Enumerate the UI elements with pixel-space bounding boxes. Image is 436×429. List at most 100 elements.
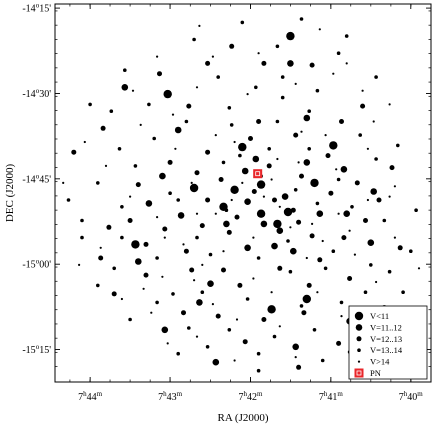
star-point bbox=[266, 163, 272, 169]
star-point bbox=[120, 297, 123, 301]
star-point bbox=[302, 294, 311, 304]
star-point bbox=[363, 290, 368, 295]
star-point bbox=[111, 291, 117, 297]
star-point bbox=[257, 52, 260, 55]
star-point bbox=[396, 143, 400, 148]
star-point bbox=[194, 170, 200, 176]
star-point bbox=[261, 317, 267, 322]
star-point bbox=[143, 272, 149, 278]
star-point bbox=[294, 356, 297, 359]
star-point bbox=[305, 256, 308, 260]
star-point bbox=[88, 102, 92, 107]
star-point bbox=[241, 167, 249, 175]
star-point bbox=[135, 182, 141, 188]
star-point bbox=[344, 34, 349, 38]
star-point bbox=[299, 17, 304, 21]
star-point bbox=[316, 291, 319, 294]
star-point bbox=[171, 113, 175, 116]
star-point bbox=[229, 43, 235, 49]
star-point bbox=[147, 102, 151, 107]
star-point bbox=[376, 197, 382, 203]
star-point bbox=[296, 364, 302, 370]
star-point bbox=[366, 198, 369, 202]
star-point bbox=[234, 214, 240, 220]
star-point bbox=[353, 253, 356, 256]
star-point bbox=[289, 226, 292, 229]
star-point bbox=[227, 106, 232, 110]
star-point bbox=[256, 351, 261, 356]
star-point bbox=[211, 55, 214, 58]
y-tick-label: -15o15' bbox=[22, 343, 51, 356]
star-point bbox=[387, 269, 392, 274]
star-point bbox=[312, 328, 317, 332]
star-point bbox=[131, 240, 140, 249]
star-point bbox=[417, 267, 421, 270]
star-point bbox=[254, 85, 258, 90]
star-point bbox=[135, 258, 142, 265]
star-point bbox=[244, 244, 251, 252]
legend-label: V>14 bbox=[370, 357, 390, 367]
star-point bbox=[181, 310, 186, 316]
star-point bbox=[207, 280, 214, 288]
legend-marker-pn-inner bbox=[356, 370, 362, 376]
star-point bbox=[315, 88, 320, 93]
star-point bbox=[106, 224, 112, 230]
star-point bbox=[393, 185, 396, 188]
star-point bbox=[235, 318, 239, 321]
star-point bbox=[328, 190, 334, 196]
star-point bbox=[361, 89, 364, 92]
star-point bbox=[224, 208, 229, 212]
star-point bbox=[336, 177, 341, 182]
legend-marker bbox=[357, 348, 361, 353]
star-point bbox=[275, 44, 280, 49]
star-point bbox=[201, 263, 204, 266]
legend-label: V=11..12 bbox=[370, 322, 402, 332]
star-point bbox=[229, 123, 234, 127]
star-point bbox=[152, 136, 156, 141]
star-point bbox=[120, 235, 124, 240]
star-point bbox=[168, 191, 172, 195]
y-tick-label: -14o45' bbox=[22, 172, 51, 185]
star-point bbox=[350, 205, 354, 209]
star-point bbox=[293, 188, 298, 192]
star-point bbox=[393, 236, 396, 239]
star-point bbox=[340, 166, 348, 173]
star-point bbox=[262, 195, 265, 198]
star-point bbox=[104, 164, 108, 167]
x-tick-label: 7h44m bbox=[78, 390, 103, 403]
star-point bbox=[261, 60, 267, 66]
star-point bbox=[200, 290, 205, 295]
legend-marker bbox=[356, 336, 362, 342]
star-point bbox=[155, 256, 159, 260]
star-point bbox=[233, 140, 236, 144]
star-point bbox=[127, 218, 133, 223]
star-point bbox=[397, 245, 403, 251]
star-point bbox=[182, 243, 185, 246]
star-point bbox=[162, 226, 168, 232]
star-point bbox=[306, 282, 312, 288]
x-tick-label: 7h40m bbox=[399, 390, 424, 403]
star-point bbox=[307, 147, 312, 151]
star-point bbox=[288, 269, 293, 274]
star-point bbox=[256, 180, 266, 189]
star-point bbox=[171, 292, 175, 296]
star-point bbox=[128, 317, 132, 322]
star-point bbox=[62, 181, 65, 184]
star-point bbox=[347, 276, 353, 281]
star-point bbox=[273, 219, 282, 229]
star-point bbox=[290, 247, 297, 255]
legend-label: V<11 bbox=[370, 311, 389, 321]
star-point bbox=[280, 95, 285, 100]
star-point bbox=[78, 263, 81, 266]
star-point bbox=[237, 282, 243, 288]
star-point bbox=[275, 119, 280, 124]
star-point bbox=[218, 177, 224, 182]
star-point bbox=[292, 343, 300, 351]
star-point bbox=[205, 149, 211, 155]
x-tick-label: 7h43m bbox=[158, 390, 183, 403]
star-point bbox=[281, 193, 289, 200]
star-point bbox=[286, 239, 290, 243]
star-point bbox=[294, 82, 297, 85]
